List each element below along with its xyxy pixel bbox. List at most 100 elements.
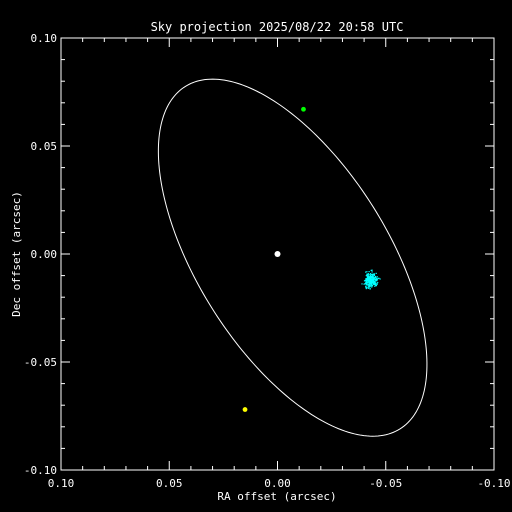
cluster-point <box>376 283 378 286</box>
y-tick-labels: -0.10 -0.05 0.00 0.05 0.10 <box>24 32 57 477</box>
cluster-point <box>372 278 374 280</box>
cluster-point <box>365 288 367 290</box>
cluster-point <box>369 273 372 275</box>
cluster-point <box>365 275 367 277</box>
cluster-point <box>371 273 373 275</box>
cluster-point <box>375 277 377 279</box>
y-tick-label: -0.10 <box>24 464 57 477</box>
cluster-point <box>365 278 367 280</box>
cluster-point <box>368 282 370 285</box>
cluster-point <box>374 275 376 278</box>
cluster-point <box>378 277 380 279</box>
cluster-point <box>366 287 368 289</box>
cluster-point <box>366 278 368 280</box>
cluster-point <box>373 274 375 277</box>
x-tick-label: -0.05 <box>369 477 402 490</box>
cluster-point <box>373 283 375 285</box>
cluster-point <box>367 275 369 277</box>
cluster-point <box>368 287 370 289</box>
cluster-point <box>375 282 377 284</box>
cluster-point <box>374 278 376 280</box>
cluster-point <box>371 273 374 276</box>
cluster-point <box>368 285 370 288</box>
cluster-point <box>371 269 373 271</box>
cluster-point <box>376 276 378 278</box>
cluster-point <box>366 286 368 288</box>
cluster-point <box>373 281 375 283</box>
cluster-point <box>372 278 374 280</box>
cluster-point <box>369 288 371 290</box>
x-tick-labels: 0.10 0.05 0.00 -0.05 -0.10 <box>48 477 511 490</box>
cluster-point <box>374 282 376 284</box>
cluster-point <box>366 280 368 282</box>
cluster-point <box>367 273 369 275</box>
x-tick-label: -0.10 <box>477 477 510 490</box>
cluster-point <box>371 274 374 276</box>
x-tick-label: 0.10 <box>48 477 75 490</box>
periastron-marker <box>301 106 306 112</box>
cluster-point <box>372 279 375 281</box>
cluster-point <box>373 281 376 283</box>
cluster-point <box>366 281 368 283</box>
cluster-point <box>369 276 371 278</box>
cluster-point <box>371 278 373 281</box>
cluster-point <box>365 271 367 273</box>
cluster-point <box>365 286 367 288</box>
cluster-point <box>365 281 367 283</box>
cluster-point <box>372 283 374 285</box>
y-tick-label: -0.05 <box>24 356 57 369</box>
cluster-point <box>367 277 369 279</box>
cluster-point <box>369 280 371 282</box>
cluster-point <box>368 284 371 286</box>
cluster-point <box>370 283 372 285</box>
cluster-point <box>368 274 370 276</box>
cluster-point <box>370 282 372 284</box>
cluster-point <box>365 287 367 289</box>
cluster-point <box>368 282 370 284</box>
cluster-point <box>365 284 368 286</box>
cluster-point <box>368 278 370 280</box>
cluster-point <box>365 280 367 282</box>
cluster-point <box>363 283 365 285</box>
x-axis-label: RA offset (arcsec) <box>217 490 336 503</box>
y-axis-label: Dec offset (arcsec) <box>10 191 23 317</box>
cluster-point <box>376 283 378 285</box>
cluster-point <box>363 280 366 282</box>
y-tick-label: 0.10 <box>31 32 58 45</box>
cluster-point <box>368 271 370 273</box>
cluster-point <box>373 279 375 281</box>
cluster-point <box>371 286 373 288</box>
cluster-point <box>365 279 367 281</box>
cluster-point <box>373 273 375 275</box>
cluster-point <box>370 275 372 277</box>
x-tick-label: 0.05 <box>156 477 183 490</box>
cluster-point <box>371 285 374 287</box>
cluster-point <box>364 283 366 285</box>
cluster-point <box>375 283 377 285</box>
cluster-point <box>375 285 377 287</box>
cluster-point <box>372 277 374 279</box>
cluster-point <box>368 276 370 278</box>
cluster-point <box>366 271 368 273</box>
cluster-point <box>369 274 371 276</box>
cluster-point <box>367 279 369 281</box>
cluster-point <box>375 285 377 287</box>
cluster-point <box>371 276 373 278</box>
cluster-point <box>361 283 363 285</box>
cluster-point <box>368 286 370 288</box>
cluster-point <box>371 277 374 279</box>
cluster-point <box>374 280 376 282</box>
cluster-point <box>371 280 373 282</box>
cluster-point <box>374 283 376 285</box>
cluster-point <box>370 285 372 287</box>
cluster-point <box>374 277 376 279</box>
axis-ticks <box>60 37 495 471</box>
cluster-point <box>366 273 368 275</box>
cluster-point <box>367 284 369 286</box>
cluster-point <box>370 279 372 281</box>
y-tick-label: 0.00 <box>31 248 58 261</box>
markers <box>242 106 306 412</box>
cluster-point <box>372 280 374 282</box>
cluster-point <box>371 282 373 284</box>
